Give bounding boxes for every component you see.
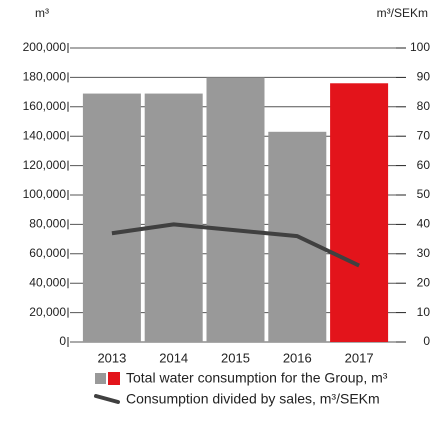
- bar: [206, 77, 265, 343]
- y-tick-label: 160,000: [23, 99, 67, 113]
- y-axis-label: m³: [35, 6, 49, 20]
- bar: [82, 93, 141, 342]
- y2-tick-label: 70: [417, 128, 431, 142]
- y-tick-label: 100,000: [23, 187, 67, 201]
- y2-tick-label: 90: [417, 70, 431, 84]
- legend-swatch: [95, 373, 106, 384]
- y-tick-label: 200,000: [23, 40, 67, 54]
- y-tick-label: 180,000: [23, 70, 67, 84]
- legend-label: Consumption divided by sales, m³/SEKm: [126, 391, 380, 407]
- x-tick-label: 2015: [221, 350, 250, 365]
- y2-axis-label: m³/SEKm: [377, 6, 428, 20]
- bar: [144, 93, 203, 342]
- y2-tick-label: 50: [417, 187, 431, 201]
- y2-tick-label: 0: [423, 334, 430, 348]
- y-tick-label: 0: [59, 334, 66, 348]
- bar: [330, 83, 389, 342]
- x-tick-label: 2016: [283, 350, 312, 365]
- y2-tick-label: 10: [417, 305, 431, 319]
- y-tick-label: 40,000: [29, 275, 66, 289]
- y-tick-label: 140,000: [23, 128, 67, 142]
- y2-tick-label: 60: [417, 158, 431, 172]
- y2-tick-label: 40: [417, 217, 431, 231]
- y2-tick-label: 100: [410, 40, 430, 54]
- x-tick-label: 2014: [159, 350, 188, 365]
- x-tick-label: 2013: [97, 350, 126, 365]
- y-tick-label: 60,000: [29, 246, 66, 260]
- y2-tick-label: 20: [417, 275, 431, 289]
- y-tick-label: 20,000: [29, 305, 66, 319]
- legend-label: Total water consumption for the Group, m…: [126, 370, 388, 386]
- x-tick-label: 2017: [345, 350, 374, 365]
- line: [111, 222, 360, 268]
- legend-swatch: [108, 372, 120, 385]
- y-tick-label: 80,000: [29, 217, 66, 231]
- y-tick-label: 120,000: [23, 158, 67, 172]
- y2-tick-label: 80: [417, 99, 431, 113]
- legend-line: [94, 394, 120, 404]
- y2-tick-label: 30: [417, 246, 431, 260]
